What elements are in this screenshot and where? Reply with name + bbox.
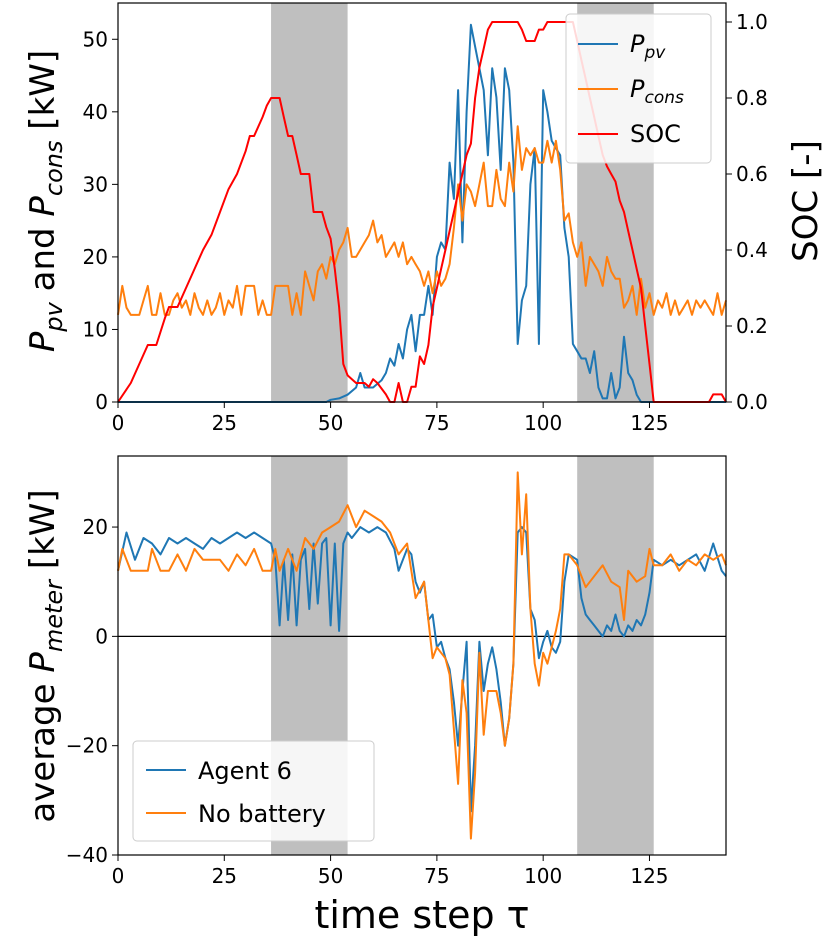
top-y-axis-label: Ppv and Pcons [kW] (23, 50, 68, 352)
x-tick-label: 50 (318, 411, 343, 435)
ylabel-and: and (23, 217, 63, 303)
x-tick-label: 0 (112, 864, 125, 888)
shaded-region (271, 3, 348, 402)
right-y-tick-label: 0.4 (736, 238, 768, 262)
bottom-x-ticks: 0 25 50 75 100 125 (112, 855, 669, 888)
bottom-plot-frame (117, 455, 727, 856)
top-plot-frame (117, 2, 727, 403)
right-y-tick-label: 0.8 (736, 86, 768, 110)
series-line-no-battery (117, 471, 727, 840)
x-tick-label: 0 (112, 411, 125, 435)
series-line-p-cons (117, 125, 727, 316)
top-y-ticks: 0 10 20 30 40 50 (83, 27, 118, 414)
bottom-y-axis-label: average Pmeter [kW] (23, 489, 68, 822)
x-tick-label: 50 (318, 864, 343, 888)
ylabel-symbol-2: P (23, 196, 63, 217)
ylabel-unit: [kW] (23, 50, 63, 141)
y-tick-label: −40 (66, 843, 108, 867)
bottom-series-lines (117, 471, 727, 840)
top-right-y-axis-label: SOC [-] (786, 140, 826, 262)
x-tick-label: 25 (212, 864, 237, 888)
x-tick-label: 75 (424, 411, 449, 435)
top-right-y-ticks: 0.0 0.2 0.4 0.6 0.8 1.0 (726, 10, 768, 414)
ylabel-sub-1: pv (40, 301, 68, 332)
x-tick-label: 75 (424, 864, 449, 888)
legend-label-soc: SOC (630, 120, 681, 148)
top-x-ticks: 0 25 50 75 100 125 (112, 402, 669, 435)
top-legend: Ppv Pcons SOC (565, 13, 712, 164)
y-tick-label: 30 (83, 172, 108, 196)
right-y-tick-label: 1.0 (736, 10, 768, 34)
x-tick-label: 125 (630, 864, 668, 888)
top-legend-box (565, 13, 712, 164)
y-tick-label: 0 (95, 624, 108, 648)
ylabel-sub-2: cons (40, 141, 68, 197)
right-y-tick-label: 0.0 (736, 390, 768, 414)
x-axis-label: time step τ (314, 893, 529, 937)
bottom-legend-box (132, 740, 375, 842)
bottom-legend: Agent 6 No battery (132, 740, 375, 842)
y-tick-label: 0 (95, 390, 108, 414)
right-y-tick-label: 0.2 (736, 314, 768, 338)
y-tick-label: 10 (83, 317, 108, 341)
y-tick-label: −20 (66, 734, 108, 758)
legend-label-pcons: Pcons (630, 75, 684, 108)
bottom-chart: 0 25 50 75 100 125 −40 −20 0 20 average Pmeter [… (23, 455, 727, 937)
x-tick-label: 25 (212, 411, 237, 435)
right-y-tick-label: 0.6 (736, 162, 768, 186)
x-tick-label: 125 (630, 411, 668, 435)
y-tick-label: 20 (83, 245, 108, 269)
series-line-agent-6 (117, 526, 727, 813)
y-tick-label: 40 (83, 100, 108, 124)
ylabel-symbol-1: P (23, 331, 63, 352)
series-line-p-pv (118, 23, 726, 403)
legend-label-ppv: Ppv (630, 30, 666, 63)
x-tick-label: 100 (524, 864, 562, 888)
y-tick-label: 20 (83, 515, 108, 539)
x-tick-label: 100 (524, 411, 562, 435)
y-tick-label: 50 (83, 27, 108, 51)
shaded-region (577, 456, 654, 855)
legend-label-agent6: Agent 6 (198, 757, 292, 785)
legend-label-no-battery: No battery (198, 800, 326, 828)
bottom-y-ticks: −40 −20 0 20 (66, 515, 118, 867)
